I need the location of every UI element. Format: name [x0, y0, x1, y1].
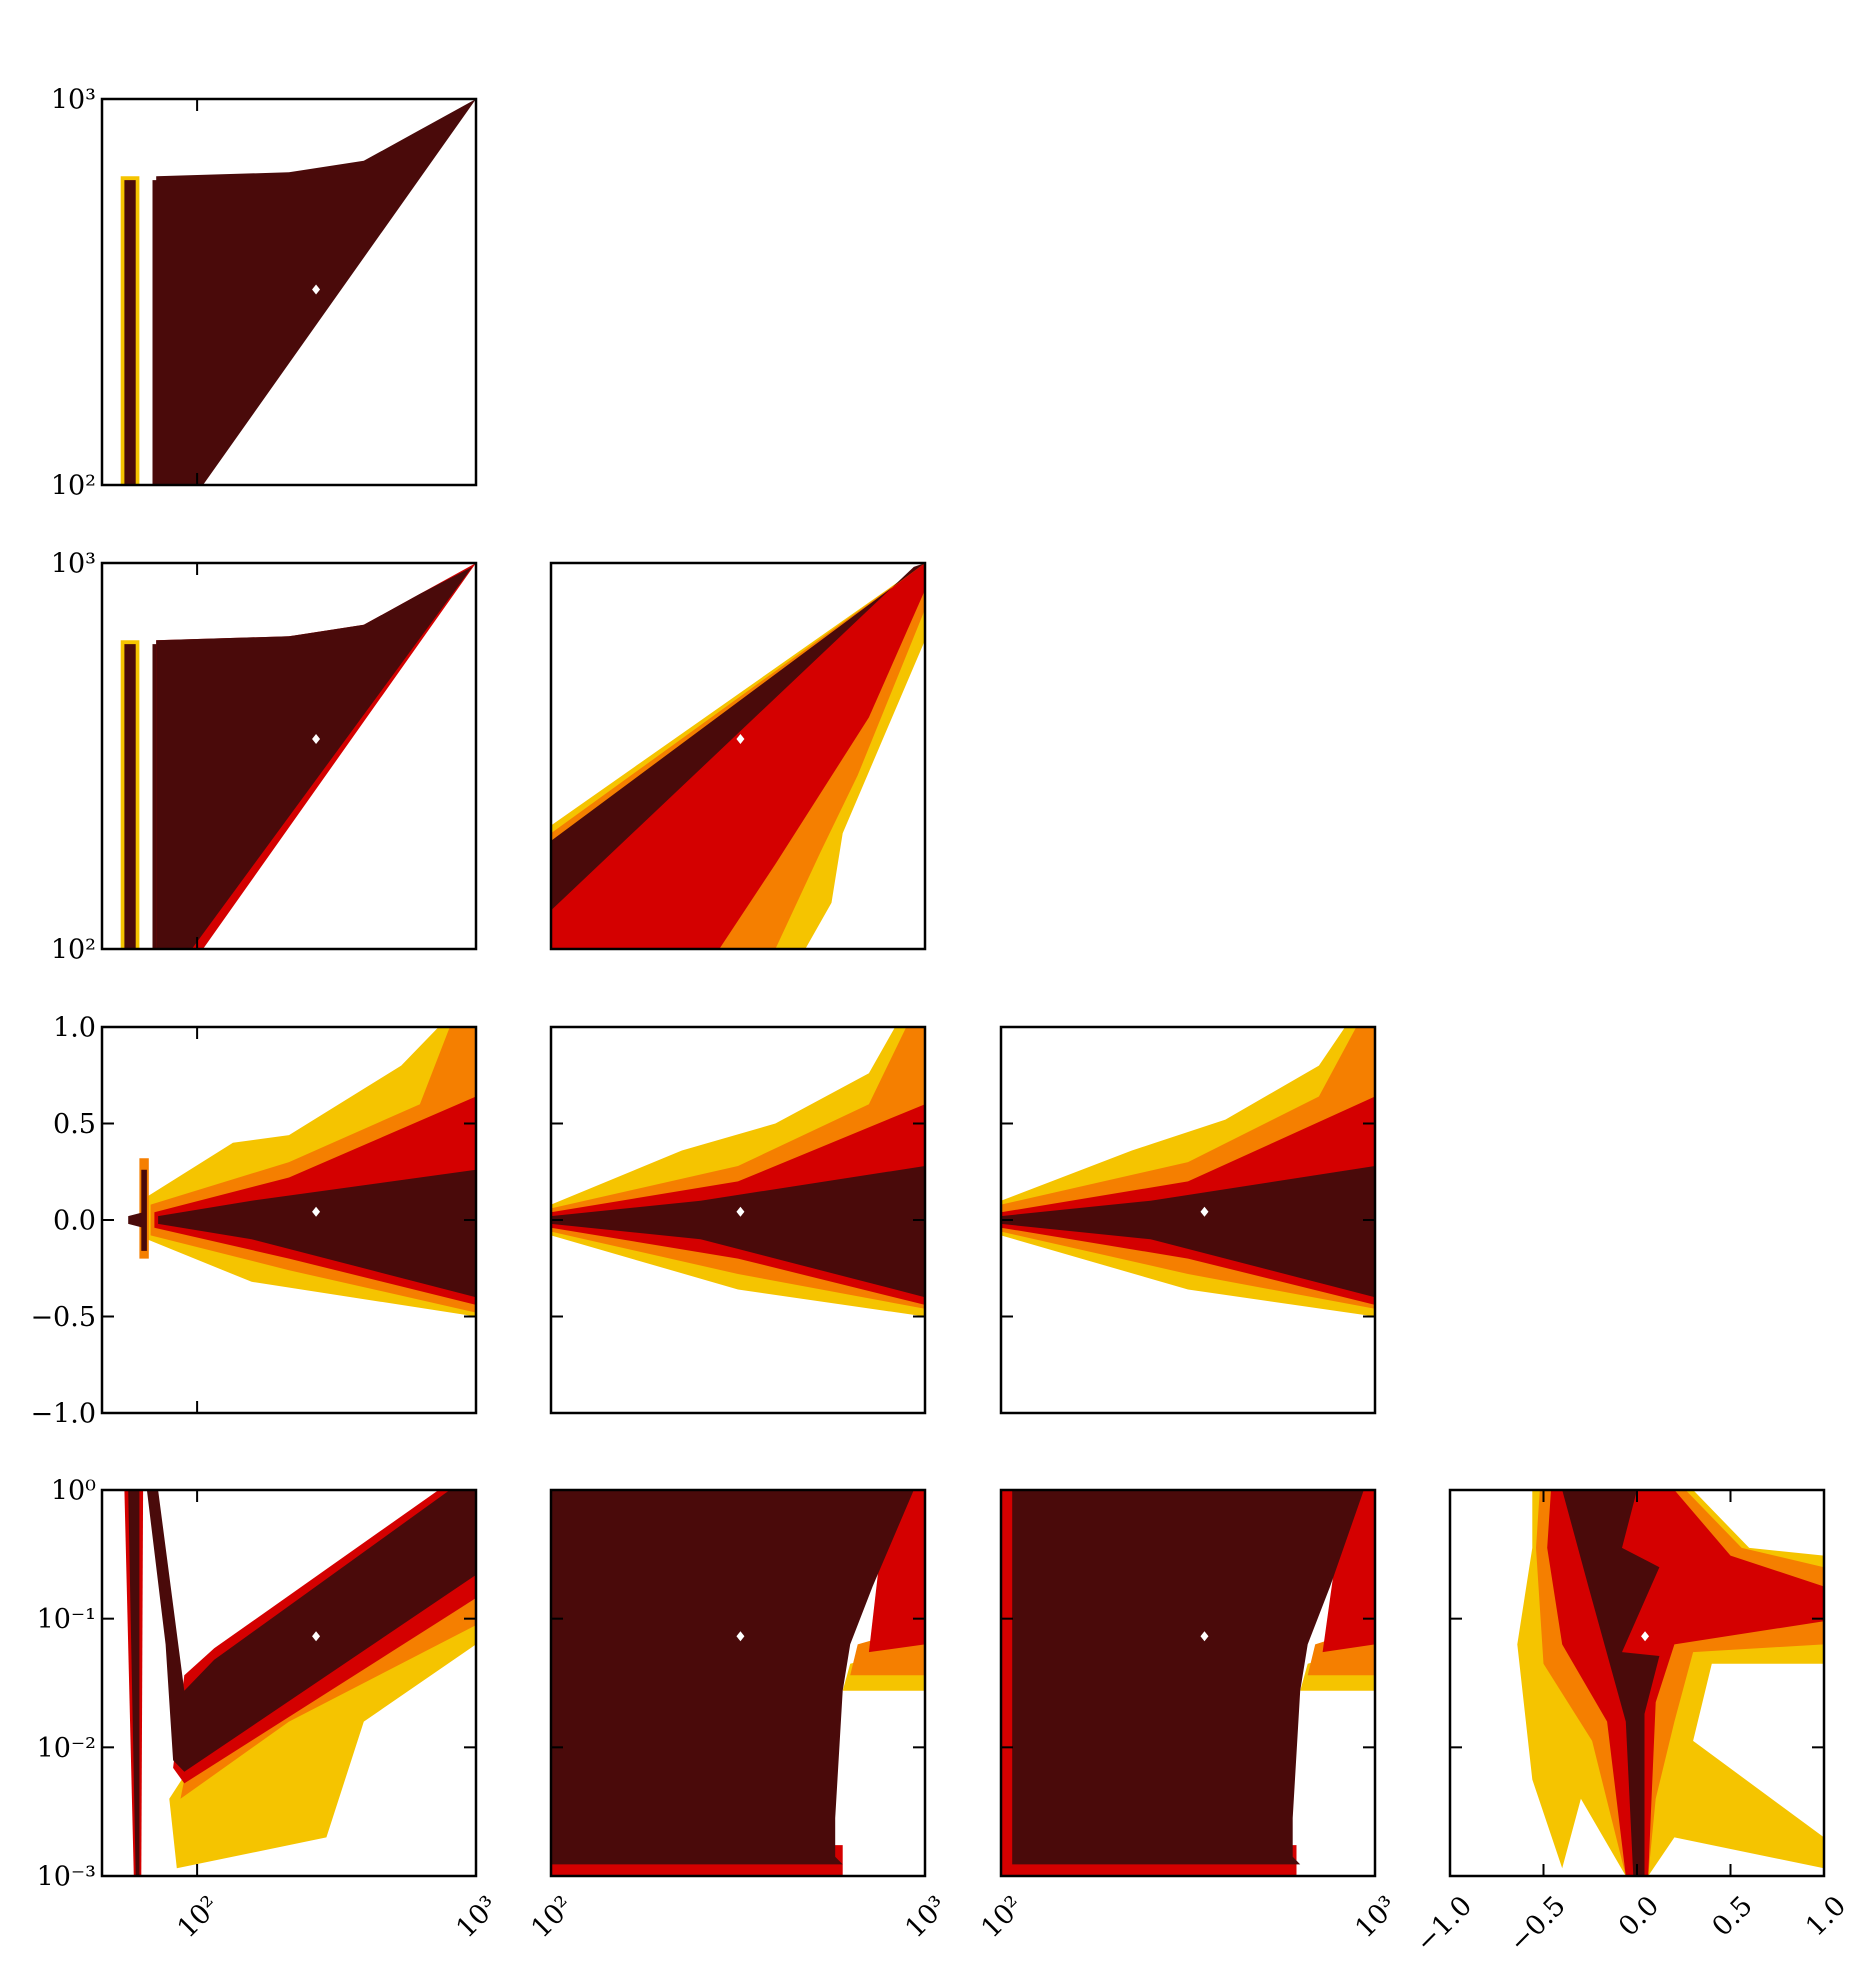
- truth-marker: [736, 1206, 745, 1217]
- y-tick-label: 1.0: [53, 1012, 96, 1043]
- cloud-group: [551, 563, 925, 949]
- posterior-cloud: [158, 1169, 476, 1298]
- x-tick-label: 10²: [975, 1890, 1029, 1944]
- posterior-cloud: [1322, 1490, 1375, 1653]
- x-tick-label: 0.0: [1613, 1890, 1665, 1942]
- panel: [1448, 1488, 1826, 1878]
- y-tick-label: −1.0: [30, 1398, 96, 1429]
- cloud-group: [1517, 1490, 1824, 1876]
- y-tick-label: 10²: [51, 934, 96, 965]
- cloud-group: [124, 1490, 476, 1876]
- panel-frame: [549, 1488, 927, 1878]
- panel-frame: [100, 97, 478, 487]
- posterior-cloud: [156, 566, 473, 949]
- posterior-cloud: [124, 644, 136, 949]
- posterior-cloud: [169, 1613, 476, 1869]
- y-tick-label: 10⁻¹: [37, 1604, 96, 1635]
- y-tick-label: −0.5: [30, 1302, 96, 1333]
- posterior-cloud: [141, 1169, 147, 1251]
- posterior-cloud: [551, 1166, 925, 1298]
- y-tick-label: 10³: [51, 84, 96, 115]
- x-tick-label: 10²: [525, 1890, 579, 1944]
- cloud-group: [128, 1027, 476, 1317]
- panel-frame: [549, 561, 927, 951]
- panel-frame: [100, 1488, 478, 1878]
- truth-marker: [1641, 1631, 1650, 1642]
- panel: [100, 1488, 478, 1878]
- panel-frame: [1448, 1488, 1826, 1878]
- cloud-group: [551, 1027, 925, 1317]
- posterior-cloud: [180, 1598, 476, 1799]
- x-tick-label: 1.0: [1800, 1890, 1852, 1942]
- panel: [100, 1025, 478, 1415]
- x-tick-label: 0.5: [1706, 1890, 1758, 1942]
- truth-marker: [312, 1631, 321, 1642]
- panel-frame: [549, 1025, 927, 1415]
- y-tick-label: 10³: [51, 548, 96, 579]
- panel: [100, 561, 478, 951]
- posterior-cloud: [128, 1490, 140, 1876]
- posterior-cloud: [124, 180, 136, 485]
- truth-marker: [312, 733, 321, 744]
- posterior-cloud: [1012, 1490, 1364, 1865]
- panel: [549, 1488, 927, 1878]
- x-tick-label: 10³: [450, 1890, 504, 1944]
- x-tick-label: −0.5: [1503, 1890, 1571, 1958]
- panel-frame: [999, 1025, 1377, 1415]
- truth-marker: [1200, 1206, 1209, 1217]
- x-tick-label: −1.0: [1410, 1890, 1478, 1958]
- cloud-group: [551, 1490, 925, 1876]
- y-tick-label: 10⁻²: [37, 1733, 96, 1764]
- y-tick-label: 0.0: [53, 1205, 96, 1236]
- truth-marker: [312, 284, 321, 295]
- posterior-cloud: [146, 1490, 476, 1772]
- panel-frame: [100, 561, 478, 951]
- truth-marker: [736, 733, 745, 744]
- y-tick-label: 10⁰: [51, 1475, 96, 1506]
- panel: [999, 1025, 1377, 1415]
- posterior-cloud: [1562, 1490, 1660, 1876]
- y-tick-label: 10⁻³: [37, 1861, 96, 1892]
- cloud-group: [120, 563, 476, 949]
- y-tick-label: 0.5: [53, 1109, 96, 1140]
- panel-frame: [100, 1025, 478, 1415]
- truth-marker: [312, 1206, 321, 1217]
- y-tick-label: 10²: [51, 470, 96, 501]
- cloud-group: [1001, 1490, 1375, 1876]
- panel: [549, 561, 927, 951]
- cloud-group: [120, 99, 476, 485]
- panel: [100, 97, 478, 487]
- cloud-group: [1001, 1027, 1375, 1317]
- posterior-cloud: [551, 563, 925, 949]
- truth-marker: [736, 1631, 745, 1642]
- posterior-cloud: [1001, 1166, 1375, 1298]
- panel: [999, 1488, 1377, 1878]
- x-tick-label: 10³: [899, 1890, 953, 1944]
- x-tick-label: 10²: [171, 1890, 225, 1944]
- panel: [549, 1025, 927, 1415]
- x-tick-label: 10³: [1349, 1890, 1403, 1944]
- panel-frame: [999, 1488, 1377, 1878]
- truth-marker: [1200, 1631, 1209, 1642]
- posterior-cloud: [128, 1212, 144, 1228]
- posterior-cloud: [551, 1490, 914, 1865]
